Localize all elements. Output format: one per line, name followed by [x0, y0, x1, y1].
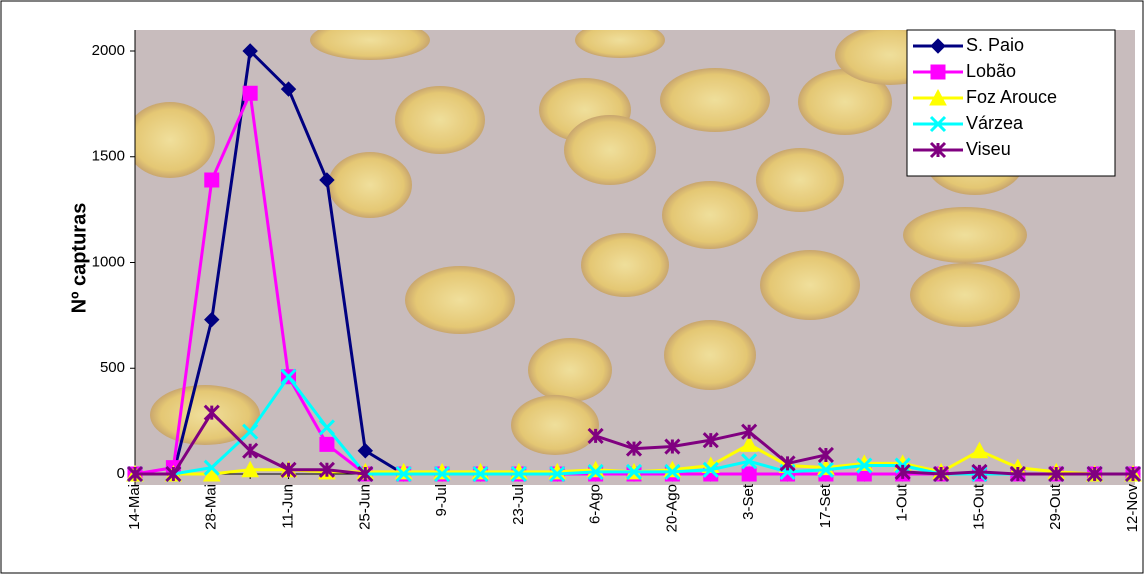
x-tick-label: 11-Jun [280, 484, 297, 529]
legend-label: Várzea [966, 113, 1024, 133]
x-tick-label: 14-Mai [126, 484, 143, 530]
x-tick-label: 20-Ago [663, 484, 680, 532]
legend-label: S. Paio [966, 35, 1024, 55]
y-axis-label: Nº capturas [68, 203, 90, 314]
y-tick-label: 1500 [92, 148, 125, 165]
x-tick-label: 29-Out [1047, 483, 1064, 530]
y-tick-label: 0 [117, 465, 125, 482]
marker [243, 86, 257, 100]
marker [320, 437, 334, 451]
x-tick-label: 9-Jul [433, 484, 450, 517]
x-tick-label: 17-Set [817, 483, 834, 528]
y-tick-label: 1000 [92, 253, 125, 270]
x-tick-label: 25-Jun [356, 484, 373, 530]
x-tick-label: 15-Out [970, 483, 987, 530]
x-tick-label: 1-Out [894, 483, 911, 521]
chart: Nº capturas 0 500 1000 1500 2000 14-Mai 28-Mai… [0, 0, 1145, 575]
x-tick-label: 3-Set [740, 483, 757, 520]
y-tick-label: 2000 [92, 42, 125, 59]
legend-label: Lobão [966, 61, 1016, 81]
legend-label: Foz Arouce [966, 87, 1057, 107]
x-tick-label: 28-Mai [203, 484, 220, 530]
y-tick-label: 500 [100, 359, 125, 376]
legend-label: Viseu [966, 139, 1011, 159]
x-tick-label: 23-Jul [510, 484, 527, 525]
legend: S. Paio Lobão Foz Arouce Várzea Viseu [907, 30, 1115, 176]
x-tick-label: 12-Nov [1124, 484, 1141, 533]
x-tick-label: 6-Ago [587, 484, 604, 524]
marker [205, 173, 219, 187]
marker [742, 467, 756, 481]
marker [931, 65, 945, 79]
